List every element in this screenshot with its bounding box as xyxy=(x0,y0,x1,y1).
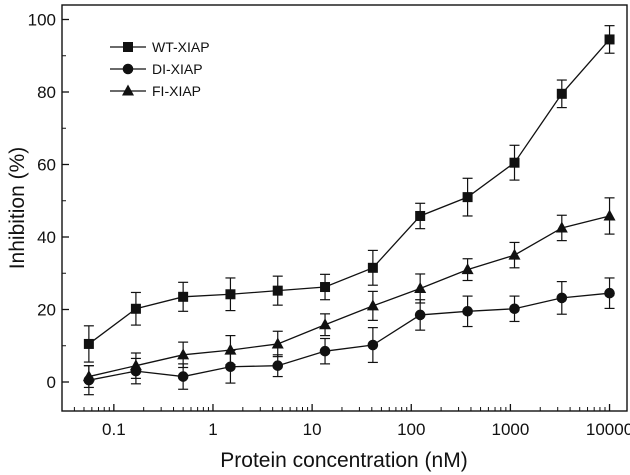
series-line-fi-xiap xyxy=(88,215,610,378)
data-point-di-xiap xyxy=(509,303,520,315)
data-point-wt-xiap xyxy=(178,291,189,302)
y-tick-label: 40 xyxy=(37,228,56,247)
data-point-wt-xiap xyxy=(509,157,520,168)
legend-label: WT-XIAP xyxy=(152,39,210,55)
data-point-di-xiap xyxy=(319,345,331,357)
y-tick-label: 0 xyxy=(47,373,56,392)
legend-item-di-xiap: DI-XIAP xyxy=(110,61,203,77)
legend: WT-XIAP DI-XIAP FI-XIAP xyxy=(110,39,210,99)
data-point-wt-xiap xyxy=(415,210,426,221)
series-layer xyxy=(82,25,616,396)
y-tick-label: 100 xyxy=(28,11,56,30)
data-point-di-xiap xyxy=(462,306,473,317)
plot-frame xyxy=(61,4,628,412)
data-point-wt-xiap xyxy=(83,338,94,349)
legend-label: DI-XIAP xyxy=(152,61,203,77)
legend-item-wt-xiap: WT-XIAP xyxy=(110,39,210,55)
x-axis-title: Protein concentration (nM) xyxy=(220,449,467,472)
data-point-fi-xiap xyxy=(414,281,427,293)
series-di-xiap xyxy=(83,277,615,396)
x-tick-label: 1000 xyxy=(491,420,529,439)
data-point-di-xiap xyxy=(272,360,284,371)
series-wt-xiap xyxy=(83,25,615,363)
data-point-fi-xiap xyxy=(461,263,474,275)
y-axis-title: Inhibition (%) xyxy=(6,147,29,270)
series-line-di-xiap xyxy=(88,292,610,381)
data-point-fi-xiap xyxy=(319,318,332,330)
data-point-di-xiap xyxy=(177,371,189,382)
data-point-wt-xiap xyxy=(225,289,236,300)
legend-marker-wt-xiap xyxy=(123,42,133,52)
data-point-fi-xiap xyxy=(82,370,95,382)
data-point-fi-xiap xyxy=(555,221,568,233)
legend-marker-fi-xiap xyxy=(122,84,134,96)
data-point-fi-xiap xyxy=(129,359,142,371)
data-point-fi-xiap xyxy=(603,209,616,221)
data-point-di-xiap xyxy=(414,309,426,321)
data-point-fi-xiap xyxy=(271,337,284,349)
series-line-wt-xiap xyxy=(88,39,611,345)
legend-label: FI-XIAP xyxy=(152,83,201,99)
y-tick-label: 80 xyxy=(37,83,56,102)
data-point-wt-xiap xyxy=(367,262,378,273)
data-point-fi-xiap xyxy=(366,299,379,311)
data-point-di-xiap xyxy=(556,292,568,304)
data-point-wt-xiap xyxy=(272,285,283,296)
y-tick-label: 60 xyxy=(37,156,56,175)
data-point-wt-xiap xyxy=(462,192,473,203)
data-point-wt-xiap xyxy=(604,34,615,45)
legend-marker-di-xiap xyxy=(122,63,134,75)
data-point-fi-xiap xyxy=(177,348,190,360)
x-tick-label: 100 xyxy=(397,420,425,439)
series-fi-xiap xyxy=(82,197,616,389)
data-point-wt-xiap xyxy=(130,303,141,314)
x-tick-label: 10 xyxy=(303,420,322,439)
data-point-wt-xiap xyxy=(320,282,331,293)
data-point-fi-xiap xyxy=(224,343,237,355)
data-point-wt-xiap xyxy=(556,88,567,99)
y-tick-label: 20 xyxy=(37,301,56,320)
data-point-di-xiap xyxy=(367,339,379,351)
x-tick-label: 1 xyxy=(208,420,217,439)
data-point-di-xiap xyxy=(604,287,615,299)
data-point-fi-xiap xyxy=(508,248,521,260)
x-tick-label: 10000 xyxy=(586,420,630,439)
axes-layer: 0.1 1 10 100 1000 10000 0 20 40 60 80 100 xyxy=(28,11,630,440)
x-tick-label: 0.1 xyxy=(102,420,126,439)
legend-item-fi-xiap: FI-XIAP xyxy=(110,83,201,99)
